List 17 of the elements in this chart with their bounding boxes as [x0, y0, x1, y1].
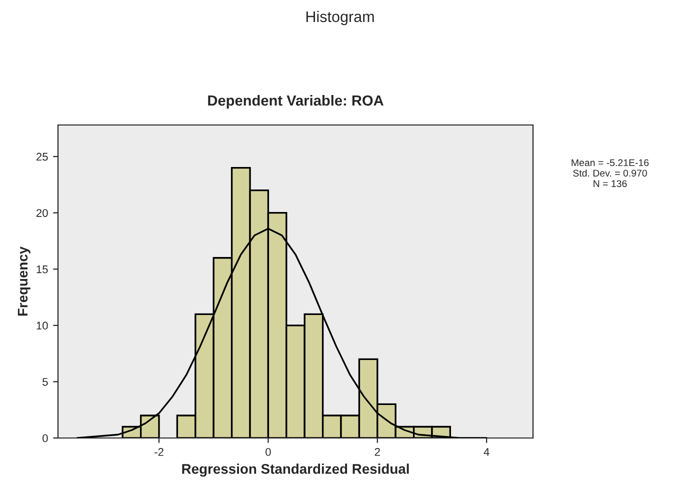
x-tick-label: 2: [374, 448, 380, 456]
y-tick-label: 20: [36, 209, 48, 217]
x-tick-label: 0: [266, 448, 271, 456]
y-tick-label: 0: [42, 434, 48, 442]
y-tick-label: 5: [42, 378, 48, 386]
y-tick-label: 15: [36, 265, 48, 274]
text: Mean = -5.21E-16: [572, 159, 649, 166]
text: N = 136: [594, 180, 627, 188]
y-tick-label: 25: [36, 152, 48, 161]
y-axis-title: Frequency: [18, 246, 30, 316]
x-tick-label: -2: [154, 448, 164, 456]
chart-subtitle: Dependent Variable: ROA: [208, 94, 384, 109]
chart-title: Histogram: [306, 10, 374, 26]
x-axis-title: Regression Standardized Residual: [182, 464, 409, 477]
text: Std. Dev. = 0.970: [573, 169, 647, 177]
y-tick-label: 10: [36, 322, 48, 330]
x-tick-label: 4: [484, 448, 490, 456]
